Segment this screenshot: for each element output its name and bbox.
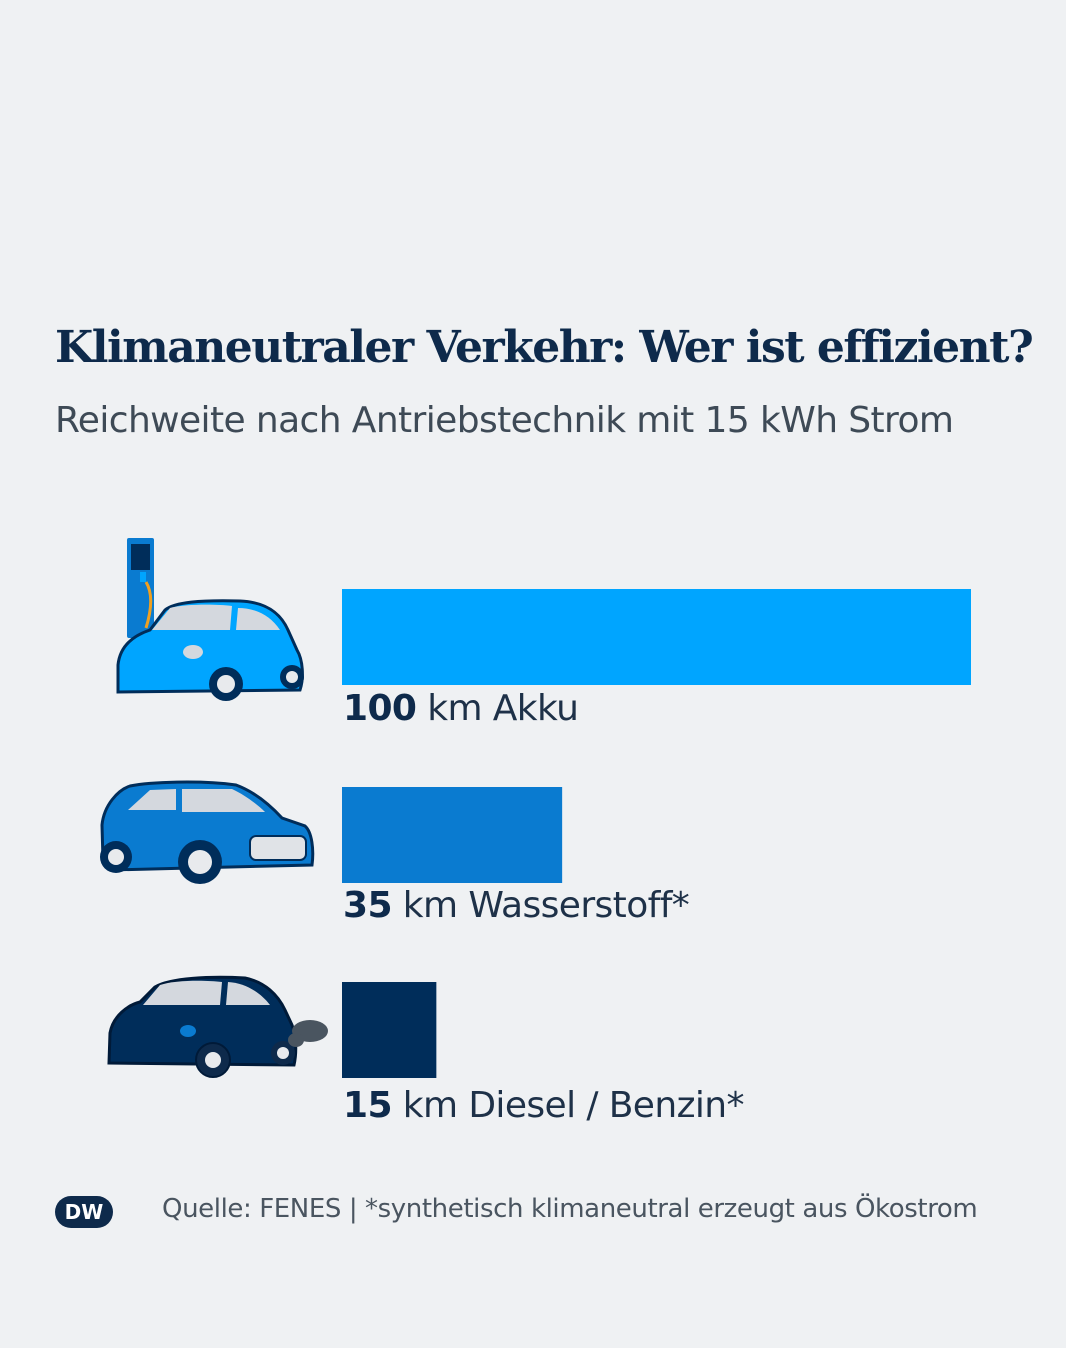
bar-unit: km [402,1085,458,1126]
bar-label-diesel-benzin: 15 km Diesel / Benzin* [343,1085,744,1126]
bar-category: Akku [492,688,579,729]
bar-unit: km [427,688,482,729]
combustion-car-exhaust-icon [107,975,328,1078]
chart-subtitle: Reichweite nach Antriebstechnik mit 15 k… [55,400,954,441]
bar-akku [342,589,971,685]
electric-car-charging-icon [116,538,304,701]
bar-value: 35 [343,885,393,926]
chart-title: Klimaneutraler Verkehr: Wer ist effizien… [55,322,1034,373]
bar-chart [100,538,971,1078]
bar-unit: km [402,885,458,926]
bar-value: 15 [343,1085,393,1126]
bar-wasserstoff [342,787,563,883]
bar-category: Wasserstoff* [468,885,690,926]
footer: DW Quelle: FENES | *synthetisch klimaneu… [54,1190,1014,1234]
source-note: Quelle: FENES | *synthetisch klimaneutra… [162,1194,978,1224]
hydrogen-car-icon [100,780,315,884]
bar-diesel-benzin [342,982,437,1078]
bar-label-akku: 100 km Akku [343,688,579,729]
bar-value: 100 [343,688,417,729]
dw-logo-text: DW [65,1200,104,1224]
bar-category: Diesel / Benzin* [468,1085,744,1126]
bar-label-wasserstoff: 35 km Wasserstoff* [343,885,690,926]
dw-logo: DW [55,1196,113,1228]
bars [342,589,971,1078]
